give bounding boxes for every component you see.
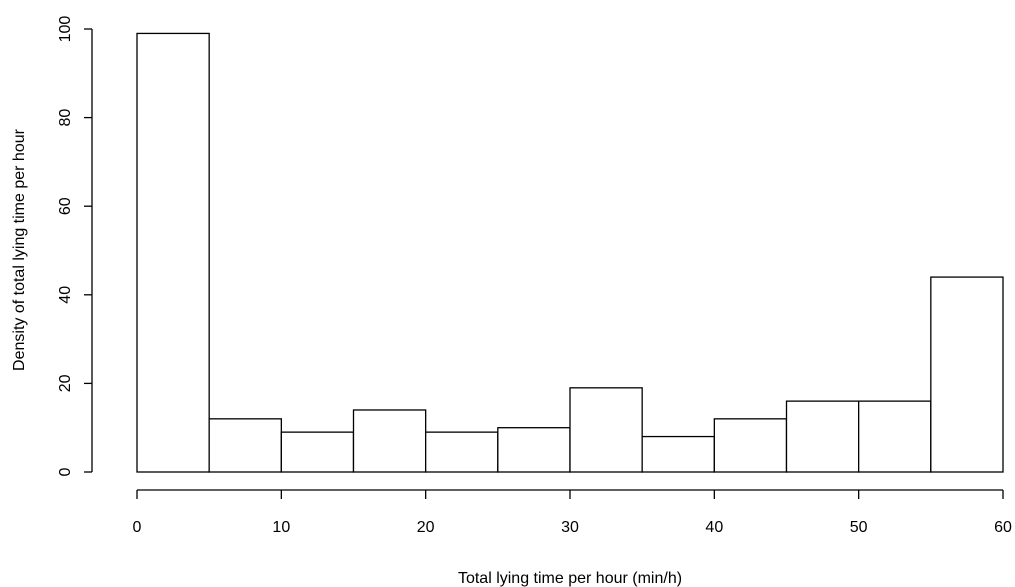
x-tick-label: 50 (850, 519, 868, 536)
histogram-bar (280, 431, 355, 473)
x-axis: 0 10 20 30 40 50 60 (133, 489, 1012, 536)
x-tick-label: 10 (272, 519, 290, 536)
histogram-bar (569, 387, 643, 473)
y-tick-label: 60 (57, 197, 74, 215)
histogram-bar (858, 400, 932, 473)
histogram-bar (641, 435, 715, 473)
y-axis-title: Density of total lying time per hour (11, 128, 28, 371)
y-tick-label: 100 (57, 16, 74, 43)
histogram-bar (352, 409, 427, 473)
histogram-bar (136, 32, 210, 473)
x-tick-label: 0 (133, 519, 142, 536)
y-tick-label: 20 (57, 374, 74, 392)
histogram-bar (425, 431, 499, 473)
x-tick-label: 30 (561, 519, 579, 536)
x-tick-label: 20 (417, 519, 435, 536)
histogram-bar (930, 276, 1004, 473)
histogram-bar (208, 418, 282, 473)
histogram-bar (497, 427, 571, 473)
y-axis: 0 20 40 60 80 100 (57, 16, 93, 476)
histogram-bar (785, 400, 860, 473)
x-axis-title: Total lying time per hour (min/h) (458, 570, 682, 587)
histogram-bars (136, 32, 1004, 473)
y-tick-label: 0 (57, 467, 74, 476)
x-tick-label: 40 (705, 519, 723, 536)
y-tick-label: 40 (57, 286, 74, 304)
x-tick-label: 60 (994, 519, 1012, 536)
y-tick-label: 80 (57, 109, 74, 127)
histogram-bar (713, 418, 788, 473)
